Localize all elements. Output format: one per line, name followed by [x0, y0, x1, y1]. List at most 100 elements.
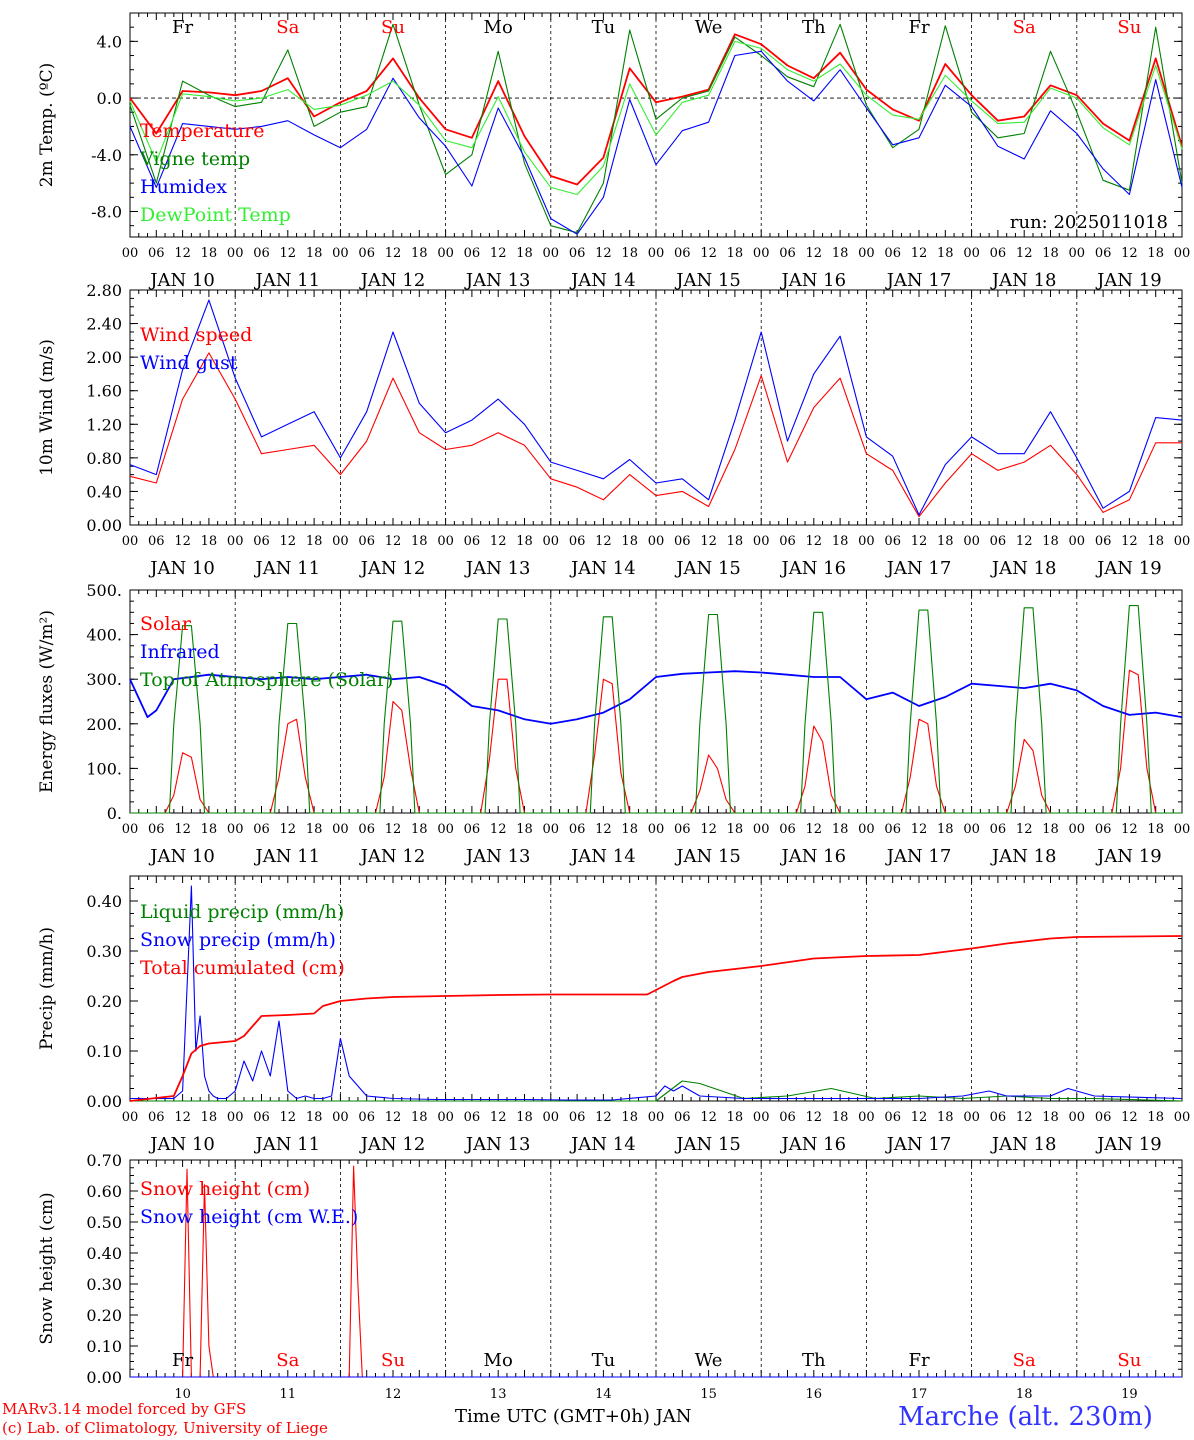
date-label: JAN 10	[148, 846, 215, 867]
date-label: JAN 16	[780, 558, 847, 579]
hour-label: 00	[543, 1110, 560, 1125]
hour-label: 06	[884, 1110, 901, 1125]
hour-label: 00	[753, 534, 770, 549]
hour-label: 18	[727, 246, 744, 261]
day-of-week-label-bottom: Sa	[276, 1350, 299, 1371]
date-label: JAN 12	[359, 846, 426, 867]
date-label: JAN 14	[569, 270, 636, 291]
hour-label: 12	[1121, 246, 1138, 261]
hour-label: 06	[569, 534, 586, 549]
hour-label: 12	[490, 822, 507, 837]
hour-label: 18	[1042, 246, 1059, 261]
hour-label: 00	[1069, 246, 1086, 261]
hour-label: 06	[674, 534, 691, 549]
hour-label: 00	[437, 246, 454, 261]
date-label: JAN 11	[254, 846, 321, 867]
hour-label: 06	[148, 822, 165, 837]
hour-label: 12	[1121, 1110, 1138, 1125]
hour-label: 06	[358, 1110, 375, 1125]
day-number-label: 13	[490, 1387, 507, 1402]
hour-label: 06	[253, 534, 270, 549]
day-of-week-label-bottom: Sa	[1013, 1350, 1036, 1371]
y-tick-label: 4.0	[97, 32, 122, 51]
date-label: JAN 11	[254, 270, 321, 291]
hour-label: 00	[648, 246, 665, 261]
y-tick-label: 0.10	[86, 1337, 122, 1356]
date-label: JAN 17	[885, 1134, 952, 1155]
hour-label: 06	[569, 822, 586, 837]
hour-label: 06	[253, 822, 270, 837]
date-label: JAN 12	[359, 1134, 426, 1155]
hour-label: 12	[1016, 246, 1033, 261]
hour-label: 18	[411, 534, 428, 549]
hour-label: 12	[280, 1110, 297, 1125]
y-tick-label: 400.	[86, 626, 122, 645]
series-line-snow-height-cm-	[130, 1165, 1182, 1378]
hour-label: 00	[437, 534, 454, 549]
legend-entry: Snow precip (mm/h)	[140, 929, 336, 951]
lab-credit: (c) Lab. of Climatology, University of L…	[2, 1419, 328, 1437]
y-tick-label: -4.0	[91, 146, 122, 165]
hour-label: 00	[332, 246, 349, 261]
y-tick-label: 0.20	[86, 992, 122, 1011]
legend-entry: Wind gust	[140, 352, 238, 374]
hour-label: 12	[174, 534, 191, 549]
day-of-week-label-bottom: Fr	[908, 1350, 929, 1371]
series-line-humidex	[129, 50, 1183, 235]
hour-label: 06	[358, 246, 375, 261]
hour-label: 18	[937, 246, 954, 261]
date-label: JAN 13	[464, 558, 531, 579]
hour-label: 00	[753, 246, 770, 261]
series-line-liquid-precip-mm-h-	[130, 1080, 1183, 1102]
hour-label: 12	[490, 1110, 507, 1125]
day-number-label: 14	[595, 1387, 612, 1402]
hour-label: 00	[858, 246, 875, 261]
day-number-label: 12	[385, 1387, 402, 1402]
day-of-week-label: Fr	[908, 17, 929, 38]
legend-entry: DewPoint Temp	[140, 204, 291, 226]
hour-label: 00	[858, 534, 875, 549]
legend-entry: Snow height (cm W.E.)	[140, 1206, 358, 1228]
legend-entry: Wind speed	[140, 324, 252, 346]
hour-label: 06	[990, 246, 1007, 261]
day-of-week-label: Fr	[172, 17, 193, 38]
date-label: JAN 10	[148, 270, 215, 291]
hour-label: 18	[1147, 246, 1164, 261]
hour-label: 12	[911, 1110, 928, 1125]
y-tick-label: 0.00	[86, 1368, 122, 1387]
date-label: JAN 19	[1095, 846, 1162, 867]
date-label: JAN 19	[1095, 1134, 1162, 1155]
hour-label: 00	[227, 246, 244, 261]
y-tick-label: 300.	[86, 670, 122, 689]
hour-label: 12	[1016, 534, 1033, 549]
day-of-week-label: Su	[1117, 17, 1141, 38]
series-line-wind-speed	[129, 352, 1182, 518]
hour-label: 12	[174, 1110, 191, 1125]
y-tick-label: 0.60	[86, 1182, 122, 1201]
hour-label: 18	[516, 246, 533, 261]
date-label: JAN 12	[359, 558, 426, 579]
hour-label: 06	[884, 246, 901, 261]
date-label: JAN 18	[990, 1134, 1057, 1155]
hour-label: 12	[490, 534, 507, 549]
date-label: JAN 18	[990, 846, 1057, 867]
y-tick-label: 0.0	[97, 89, 122, 108]
day-number-label: 15	[700, 1387, 717, 1402]
hour-label: 06	[253, 246, 270, 261]
day-of-week-label-bottom: Th	[802, 1350, 826, 1371]
hour-label: 18	[621, 1110, 638, 1125]
y-tick-label: 0.70	[86, 1151, 122, 1170]
hour-label: 06	[569, 246, 586, 261]
hour-label: 00	[332, 822, 349, 837]
hour-label: 18	[1042, 1110, 1059, 1125]
day-of-week-label: Sa	[276, 17, 299, 38]
series-line-top-of-atmosphere-solar-	[130, 605, 1182, 814]
day-number-label: 16	[806, 1387, 823, 1402]
hour-label: 18	[937, 822, 954, 837]
date-label: JAN 15	[674, 846, 741, 867]
hour-label: 18	[411, 1110, 428, 1125]
hour-label: 00	[648, 1110, 665, 1125]
hour-label: 06	[148, 1110, 165, 1125]
date-label: JAN 10	[148, 558, 215, 579]
date-label: JAN 18	[990, 270, 1057, 291]
